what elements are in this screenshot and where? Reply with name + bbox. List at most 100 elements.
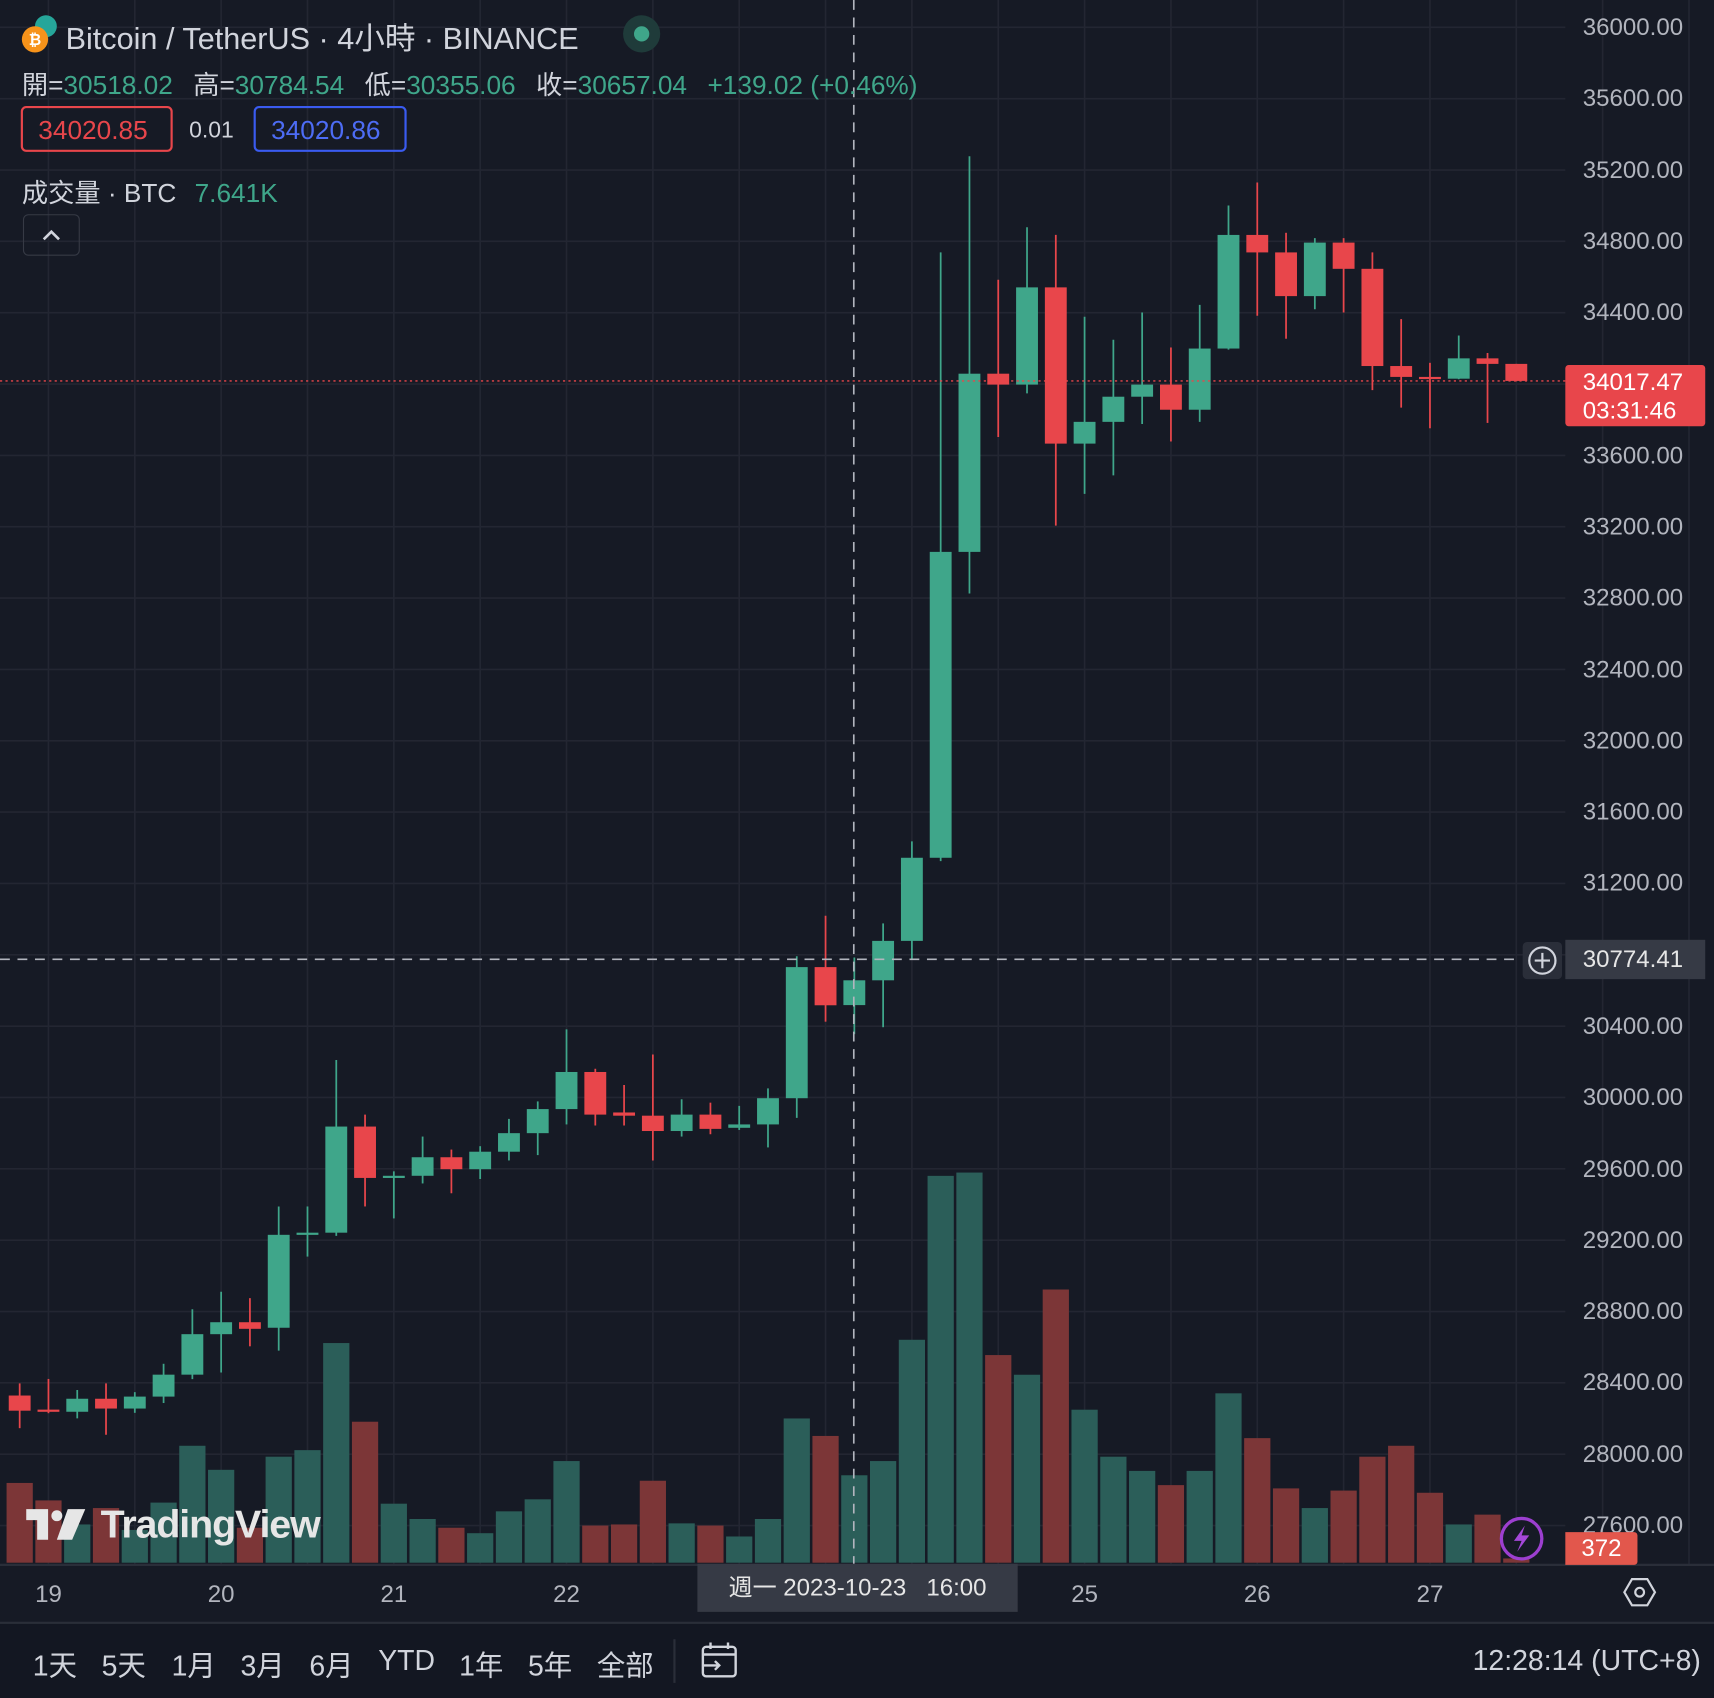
collapse-legend-button[interactable] — [22, 214, 80, 256]
low-value: 30355.06 — [406, 71, 516, 101]
candle-up — [526, 1109, 549, 1134]
volume-bar — [467, 1533, 494, 1563]
price-tick-label: 35200.00 — [1582, 155, 1684, 184]
last-price-label: 34017.47 03:31:46 — [1565, 364, 1706, 427]
chevron-up-icon — [42, 229, 60, 241]
price-tick-label: 33600.00 — [1582, 441, 1684, 469]
lightning-icon — [1513, 1525, 1530, 1552]
open-value: 30518.02 — [63, 71, 173, 101]
candle-up — [210, 1322, 233, 1335]
volume-bar — [1157, 1485, 1185, 1563]
range-button-6[interactable]: 1年 — [459, 1649, 504, 1682]
volume-bar — [1042, 1289, 1069, 1563]
candle-up — [66, 1398, 89, 1412]
candle-down — [8, 1395, 31, 1411]
volume-bar — [697, 1525, 724, 1563]
volume-bar — [1503, 1558, 1530, 1563]
candle-down — [814, 967, 837, 1006]
volume-bar — [1100, 1456, 1127, 1563]
calendar-goto-icon — [701, 1642, 737, 1678]
volume-bar — [985, 1355, 1012, 1563]
candle-down — [699, 1114, 722, 1129]
candle-up — [1102, 396, 1125, 422]
open-label: 開= — [21, 71, 64, 101]
volume-bar — [639, 1480, 666, 1563]
volume-bar — [236, 1527, 264, 1563]
time-tick-label: 27 — [1416, 1580, 1444, 1608]
volume-bar — [1071, 1409, 1098, 1563]
volume-bar — [812, 1435, 839, 1563]
volume-bar — [179, 1445, 206, 1563]
symbol-title[interactable]: Bitcoin / TetherUS · 4小時 · BINANCE — [65, 21, 579, 56]
candle-up — [181, 1334, 204, 1375]
candle-down — [987, 373, 1010, 385]
candle-up — [929, 551, 952, 858]
volume-bar — [121, 1529, 148, 1563]
sell-button[interactable]: 34020.85 — [20, 106, 173, 152]
plus-circle-icon — [1528, 946, 1557, 975]
time-tick-label: 21 — [380, 1580, 408, 1608]
range-button-3[interactable]: 3月 — [240, 1649, 285, 1682]
volume-bar — [1215, 1393, 1242, 1563]
market-open-status-icon[interactable] — [623, 15, 661, 53]
price-tick-label: 32400.00 — [1582, 655, 1684, 683]
volume-bar — [438, 1527, 465, 1563]
volume-bar — [553, 1461, 580, 1563]
range-button-0[interactable]: 1天 — [32, 1649, 78, 1682]
candle-up — [958, 373, 981, 552]
volume-bar — [927, 1175, 954, 1563]
time-tick-label: 20 — [207, 1580, 235, 1608]
change-value: +139.02 (+0.46%) — [707, 71, 918, 101]
time-tick-label: 26 — [1243, 1580, 1271, 1608]
candle-up — [1217, 234, 1240, 349]
candle-down — [1361, 268, 1384, 367]
volume-bar — [351, 1421, 379, 1563]
price-tick-label: 36000.00 — [1582, 13, 1684, 41]
volume-bar — [92, 1508, 120, 1563]
bitcoin-tether-icon: ₿ — [21, 15, 61, 54]
range-button-1[interactable]: 5天 — [101, 1649, 146, 1682]
volume-bar — [668, 1523, 695, 1563]
price-chart[interactable] — [0, 0, 1714, 1622]
volume-bar — [869, 1461, 897, 1563]
candle-down — [1332, 242, 1355, 269]
close-value: 30657.04 — [577, 71, 688, 101]
volume-bar — [956, 1172, 983, 1563]
lightning-button[interactable] — [1499, 1516, 1544, 1561]
clock-timezone-button[interactable]: 12:28:14 (UTC+8) — [1472, 1643, 1701, 1677]
volume-value: 7.641K — [194, 179, 278, 209]
volume-bar — [898, 1339, 926, 1563]
range-button-7[interactable]: 5年 — [527, 1649, 573, 1682]
last-volume-label: 372 — [1565, 1532, 1638, 1565]
candle-up — [843, 980, 866, 1006]
price-tick-label: 35600.00 — [1582, 84, 1684, 112]
volume-bar — [582, 1525, 609, 1563]
candle-down — [584, 1071, 607, 1115]
candle-down — [613, 1112, 636, 1116]
volume-bar — [6, 1482, 33, 1563]
range-button-4[interactable]: 6月 — [309, 1649, 354, 1682]
spread-value: 0.01 — [189, 118, 234, 144]
range-button-8[interactable]: 全部 — [596, 1649, 654, 1682]
range-button-5[interactable]: YTD — [378, 1643, 436, 1677]
volume-bar — [1301, 1508, 1328, 1563]
buy-button[interactable]: 34020.86 — [253, 106, 407, 152]
candle-up — [1447, 358, 1470, 379]
candle-up — [296, 1232, 319, 1235]
volume-bar — [495, 1511, 523, 1563]
range-button-2[interactable]: 1月 — [171, 1649, 216, 1682]
volume-bar — [409, 1518, 436, 1563]
candle-down — [440, 1157, 463, 1170]
price-tick-label: 30400.00 — [1582, 1011, 1684, 1040]
volume-bar — [610, 1524, 638, 1563]
volume-bar — [1272, 1488, 1300, 1563]
chart-settings-button[interactable] — [1622, 1576, 1657, 1614]
volume-label: 成交量 · BTC — [21, 179, 177, 209]
volume-legend: 成交量 · BTC 7.641K — [22, 172, 278, 210]
price-tick-label: 34400.00 — [1582, 298, 1684, 326]
price-tick-label: 33200.00 — [1582, 512, 1684, 540]
candle-down — [1390, 366, 1413, 377]
add-alert-button[interactable] — [1522, 941, 1563, 980]
go-to-date-button[interactable] — [700, 1639, 742, 1686]
